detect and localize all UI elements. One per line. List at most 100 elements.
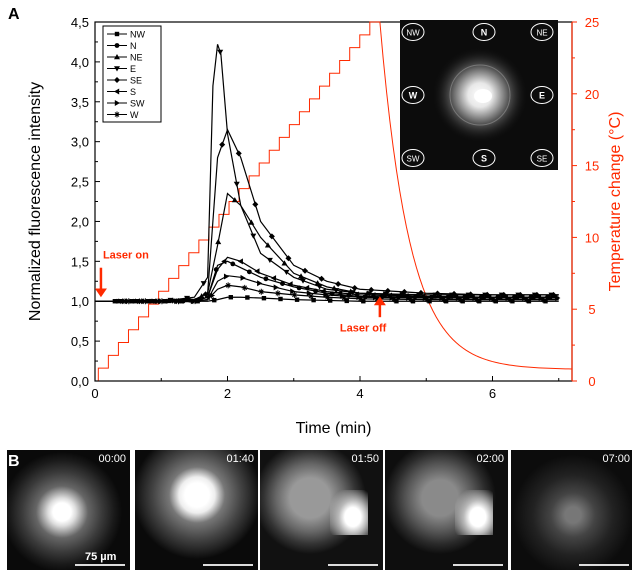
marker-nw [460,299,465,304]
inset-label-ring [530,149,554,167]
legend-marker [114,66,120,72]
legend: NWN NEE SES SWW [102,25,162,123]
panel-a-label: A [8,6,20,23]
marker-sw [290,288,296,295]
series-w [95,282,559,305]
marker-nw [477,299,482,304]
y-tick-label: 3,5 [71,95,89,110]
legend-label: E [130,64,136,74]
y-tick-label: 2,5 [71,175,89,190]
y2-axis-title: Temperature change (°C) [607,112,624,292]
scale-bar [203,564,253,566]
marker-sw [273,284,279,291]
image-frame: 07:00 [511,450,632,570]
marker-nw [278,296,283,302]
scale-bar [453,564,503,566]
inset-label-nw: NW [406,29,420,38]
inset-label-ring [401,23,425,41]
marker-s [221,258,227,265]
marker-n [263,276,269,282]
marker-nw [394,299,399,304]
laser-on-arrow-head [94,288,107,298]
legend-marker [114,100,120,106]
marker-w [390,296,397,303]
marker-nw [245,295,250,300]
legend-label: N [130,41,137,51]
marker-e [366,291,373,297]
scale-bar-label: 75 µm [85,551,117,563]
frame-flare [455,490,493,535]
marker-ne [248,219,255,225]
marker-se [318,275,325,282]
marker-nw [294,297,300,302]
marker-ne [314,280,321,286]
x-axis-title: Time (min) [296,420,372,437]
frame-timestamp: 01:50 [351,453,379,465]
inset-label-ring [530,23,554,41]
temperature-curve [97,21,573,381]
y-tick-label: 1,0 [71,294,89,309]
marker-nw [344,298,349,304]
inset-label-w: W [409,91,418,101]
marker-sw [306,290,312,297]
marker-se [268,233,275,240]
marker-se [351,284,358,291]
scale-bar [579,564,629,566]
x-tick-label: 4 [356,386,363,401]
marker-e [217,49,224,55]
marker-e [283,269,290,276]
series-ne [95,192,559,304]
marker-w [192,298,199,305]
marker-se [219,141,226,148]
marker-e [300,278,307,284]
marker-se [434,290,441,297]
legend-label: SE [130,76,142,86]
legend-marker [114,88,120,95]
image-frame: 02:00 [385,450,508,570]
marker-e [266,257,273,264]
marker-w [258,288,265,295]
marker-nw [311,297,316,303]
legend-marker [114,111,120,118]
marker-ne [264,242,271,248]
marker-w [440,296,447,303]
y-tick-label: 4,5 [71,15,89,30]
fluorescence-temperature-chart: 0,0 0,5 1,0 1,5 2,0 2,5 3,0 3,5 4,0 4,5 0 2 4 6 0 5 10 15… [27,15,624,437]
y2-tick-label: 5 [588,302,595,317]
y-tick-label: 0,5 [71,334,89,349]
marker-w [423,296,430,303]
marker-e [233,181,240,187]
marker-w [307,293,314,300]
inset-label-ring [472,149,496,167]
marker-sw [240,274,246,281]
marker-e [200,281,207,287]
marker-w [241,284,248,291]
marker-w [291,291,298,298]
marker-sw [323,291,329,298]
marker-ne [298,273,305,279]
marker-w [341,295,348,302]
marker-w [175,298,182,305]
marker-w [457,296,464,303]
marker-se [302,267,309,274]
marker-ne [215,238,222,245]
image-frame: 01:50 [260,450,383,570]
frame-timestamp: 01:40 [226,453,254,465]
marker-nw [443,299,449,304]
marker-w [357,295,364,302]
marker-w [490,296,497,303]
inset-label-ring [401,149,425,167]
marker-sw [257,280,263,287]
y-axis-title: Normalized fluorescence intensity [27,82,44,321]
marker-w [407,296,414,303]
legend-marker [114,77,120,83]
y2-tick-label: 0 [588,374,595,389]
marker-w [523,296,530,303]
marker-s [304,284,310,291]
legend-label: S [130,87,136,97]
inset-label-ne: NE [536,29,547,38]
inset-label-s: S [481,154,487,164]
marker-w [473,296,480,303]
marker-nw [410,299,416,304]
marker-w [506,296,513,303]
